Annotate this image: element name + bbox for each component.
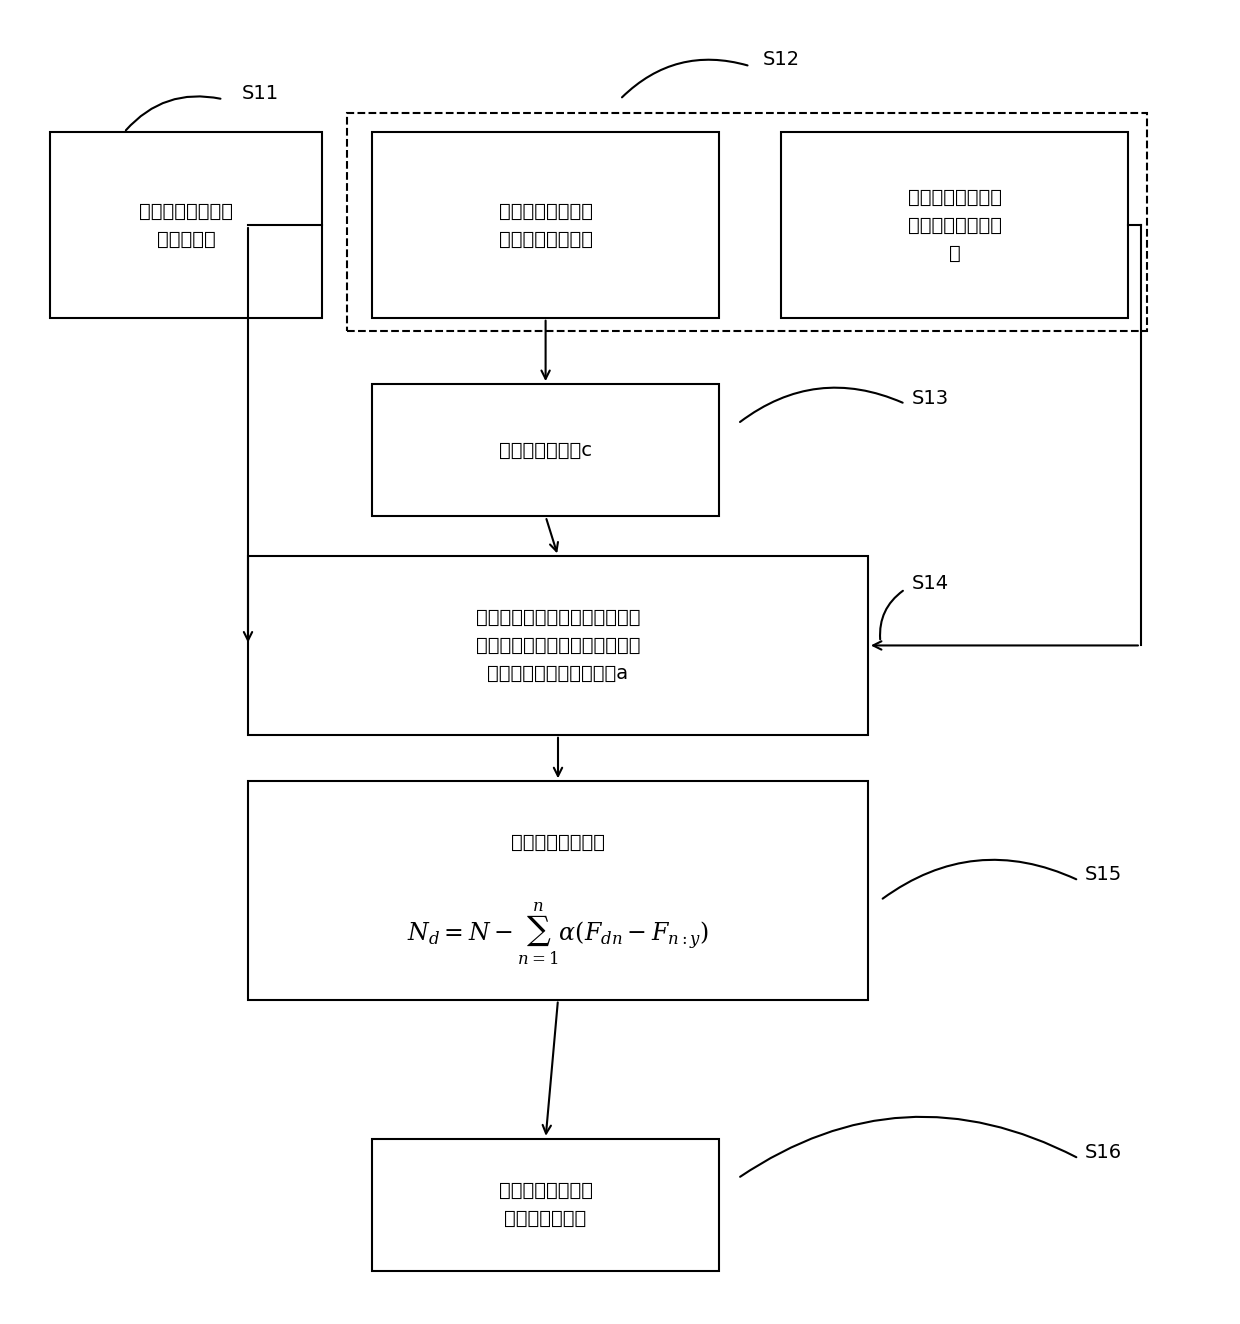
FancyBboxPatch shape xyxy=(781,132,1128,318)
Text: S16: S16 xyxy=(1085,1144,1122,1162)
Text: 在监控主机上输入
铆接组合的材料信
息: 在监控主机上输入 铆接组合的材料信 息 xyxy=(908,188,1002,262)
Text: 计算钉模容积比c: 计算钉模容积比c xyxy=(498,441,593,459)
Text: 在铆模当前屑命小
于设定值时预警: 在铆模当前屑命小 于设定值时预警 xyxy=(498,1181,593,1229)
Text: S13: S13 xyxy=(911,389,949,408)
FancyBboxPatch shape xyxy=(248,556,868,735)
Text: 计算铆模当前屑命: 计算铆模当前屑命 xyxy=(511,833,605,851)
Text: $N_{d}=N-\sum_{n=1}^{n}\alpha\left(F_{dn}-F_{n:y}\right)$: $N_{d}=N-\sum_{n=1}^{n}\alpha\left(F_{dn… xyxy=(407,900,709,968)
Text: S14: S14 xyxy=(911,575,949,593)
FancyBboxPatch shape xyxy=(347,113,1147,331)
Text: S11: S11 xyxy=(242,85,279,103)
FancyBboxPatch shape xyxy=(372,384,719,516)
FancyBboxPatch shape xyxy=(372,1139,719,1271)
Text: 根据材料信息、铆接压力、钉模
容积比调用实验验证的经验数据
库中的铆模屑命影响因素a: 根据材料信息、铆接压力、钉模 容积比调用实验验证的经验数据 库中的铆模屑命影响因… xyxy=(476,608,640,683)
Text: 通过压力传感器采
集铆接压力: 通过压力传感器采 集铆接压力 xyxy=(139,201,233,249)
Text: S15: S15 xyxy=(1085,866,1122,884)
FancyBboxPatch shape xyxy=(372,132,719,318)
FancyBboxPatch shape xyxy=(248,781,868,1000)
FancyBboxPatch shape xyxy=(50,132,322,318)
Text: 在监控主机上输入
铆钉、铆模的型号: 在监控主机上输入 铆钉、铆模的型号 xyxy=(498,201,593,249)
Text: S12: S12 xyxy=(763,50,800,69)
